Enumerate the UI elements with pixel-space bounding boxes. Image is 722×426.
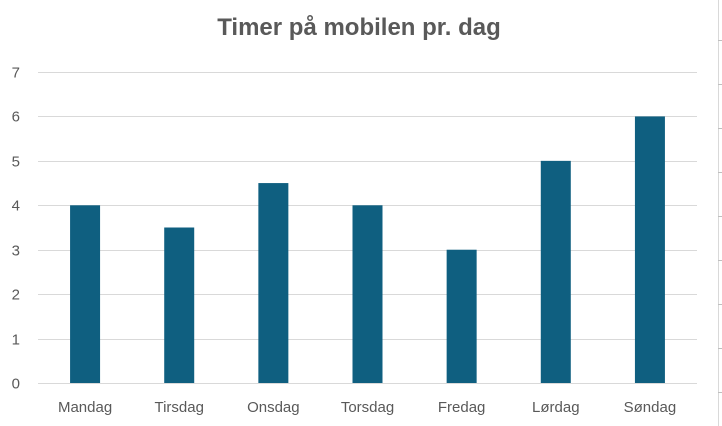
bar-tirsdag: [164, 227, 195, 383]
x-category-label: Lørdag: [532, 399, 580, 416]
y-axis-ticks: 0 1 2 3 4 5 6 7: [12, 65, 20, 393]
x-category-label: Onsdag: [247, 399, 300, 416]
y-tick-label: 7: [12, 65, 20, 82]
y-tick-label: 4: [12, 198, 20, 215]
x-category-label: Torsdag: [341, 399, 394, 416]
x-axis-labels: Mandag Tirsdag Onsdag Torsdag Fredag Lørdag Sø…: [58, 399, 676, 416]
y-tick-label: 6: [12, 109, 20, 126]
y-tick-label: 3: [12, 243, 20, 260]
chart-title: Timer på mobilen pr. dag: [217, 14, 501, 41]
y-tick-label: 0: [12, 376, 20, 393]
y-tick-label: 2: [12, 287, 20, 304]
x-category-label: Fredag: [438, 399, 486, 416]
x-category-label: Tirsdag: [154, 399, 203, 416]
bars: [70, 116, 665, 383]
bar-lørdag: [540, 160, 571, 383]
bar-torsdag: [352, 205, 383, 383]
x-category-label: Søndag: [624, 399, 677, 416]
bar-fredag: [446, 249, 477, 383]
y-tick-label: 5: [12, 154, 20, 171]
bar-søndag: [634, 116, 665, 383]
y-tick-label: 1: [12, 332, 20, 349]
bar-onsdag: [258, 183, 289, 383]
right-edge: [718, 0, 722, 426]
x-category-label: Mandag: [58, 399, 112, 416]
bar-mandag: [70, 205, 101, 383]
